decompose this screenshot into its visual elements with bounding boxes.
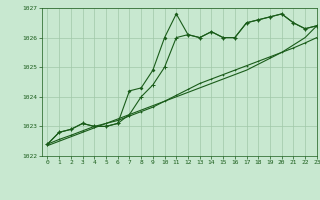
Text: Graphe pression niveau de la mer (hPa): Graphe pression niveau de la mer (hPa) (65, 181, 255, 190)
